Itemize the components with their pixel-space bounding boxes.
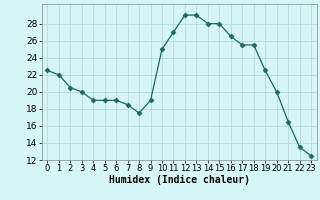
X-axis label: Humidex (Indice chaleur): Humidex (Indice chaleur) <box>109 175 250 185</box>
